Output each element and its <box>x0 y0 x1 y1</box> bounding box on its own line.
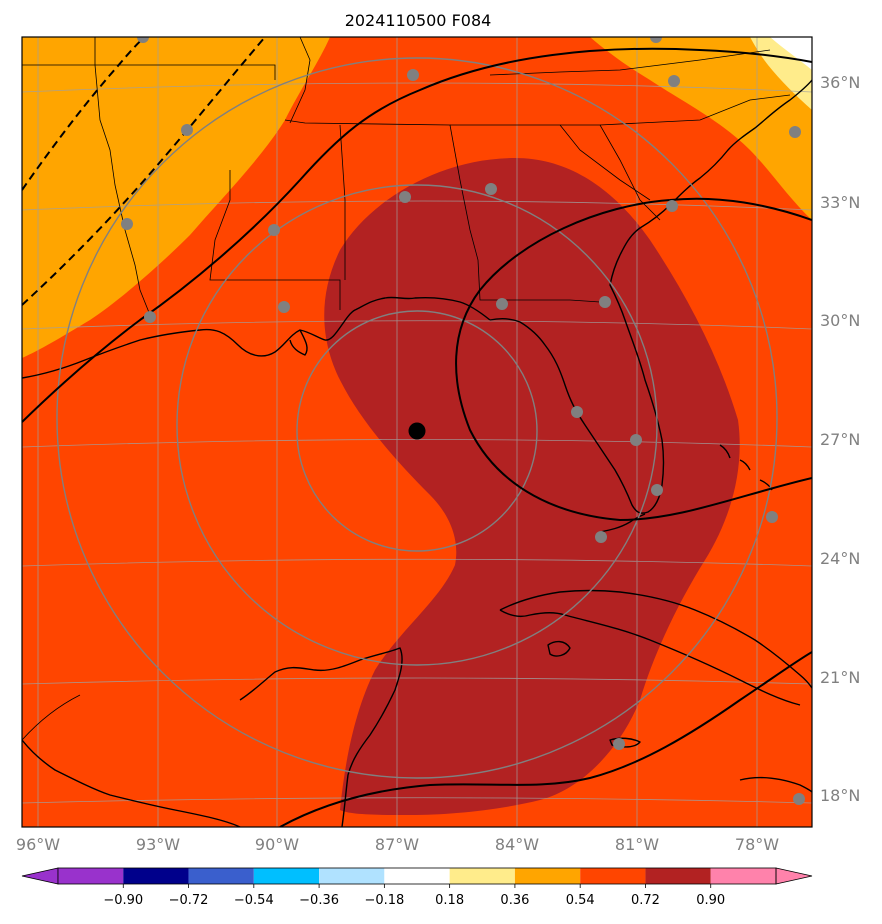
colorbar-segment <box>253 868 320 884</box>
coast-isla-juventud <box>547 640 571 657</box>
colorbar-segment <box>58 868 124 884</box>
state-borders <box>22 37 791 741</box>
station-marker <box>571 406 583 418</box>
lat-label: 36°N <box>820 73 860 92</box>
coast-delta <box>289 329 308 356</box>
plot-title: 2024110500 F084 <box>345 11 492 30</box>
lon-label: 87°W <box>375 835 419 854</box>
lat-label: 24°N <box>820 549 860 568</box>
station-marker <box>121 218 133 230</box>
colorbar-tick-label: 0.90 <box>696 893 725 908</box>
station-marker <box>650 37 662 43</box>
lon-label: 90°W <box>255 835 299 854</box>
lon-label: 96°W <box>16 835 60 854</box>
map-panel <box>22 37 812 827</box>
field-orange-northeast <box>590 37 812 220</box>
coast-mexico-east <box>239 647 403 827</box>
station-marker <box>278 301 290 313</box>
lon-label: 78°W <box>735 835 779 854</box>
coast-keys <box>599 513 646 533</box>
contour-dashed-2 <box>22 37 266 306</box>
station-marker <box>666 200 678 212</box>
colorbar-extend-high <box>775 867 813 885</box>
lon-label: 84°W <box>495 835 539 854</box>
colorbar-tick-label: −0.90 <box>103 893 143 908</box>
coast-atlantic <box>619 79 812 256</box>
longitude-labels: 96°W 93°W 90°W 87°W 84°W 81°W 78°W <box>16 835 779 854</box>
colorbar-segment <box>319 868 385 884</box>
station-marker <box>613 738 625 750</box>
latitude-labels: 36°N 33°N 30°N 27°N 24°N 21°N 18°N <box>820 73 860 805</box>
colorbar-tick-label: −0.72 <box>169 893 209 908</box>
colorbar-tick-label: 0.36 <box>500 893 529 908</box>
station-marker <box>407 69 419 81</box>
colorbar-tick-label: −0.18 <box>364 893 404 908</box>
colorbar-segment <box>514 868 581 884</box>
colorbar-segment <box>449 868 515 884</box>
station-marker <box>630 434 642 446</box>
colorbar-tick-label: 0.18 <box>435 893 464 908</box>
ring-outer <box>56 57 778 779</box>
station-marker <box>651 484 663 496</box>
field-orange-northwest <box>22 37 330 358</box>
contour-solid-south <box>279 651 812 827</box>
colorbar-outline <box>57 867 777 885</box>
station-marker <box>268 224 280 236</box>
lat-label: 18°N <box>820 786 860 805</box>
lat-label: 27°N <box>820 430 860 449</box>
station-marker <box>599 296 611 308</box>
station-marker <box>399 191 411 203</box>
station-marker <box>181 124 193 136</box>
station-marker <box>144 311 156 323</box>
colorbar-segment <box>580 868 646 884</box>
lon-label: 93°W <box>136 835 180 854</box>
station-marker <box>595 531 607 543</box>
colorbar-segment <box>188 868 254 884</box>
ring-middle <box>176 184 658 666</box>
colorbar-tick-label: −0.36 <box>299 893 339 908</box>
lon-label: 81°W <box>615 835 659 854</box>
graticule <box>22 37 812 827</box>
coast-hispaniola <box>739 776 812 793</box>
colorbar-segment <box>710 868 776 884</box>
station-marker <box>668 75 680 87</box>
colorbar-tick-label: −0.54 <box>234 893 274 908</box>
storm-center-marker <box>408 422 426 440</box>
station-marker <box>496 298 508 310</box>
coast-cuba-south <box>499 609 801 706</box>
coast-cuba <box>499 589 812 689</box>
field-darkred-core <box>324 158 740 815</box>
lat-label: 33°N <box>820 193 860 212</box>
station-marker <box>766 511 778 523</box>
coast-florida <box>489 254 665 514</box>
distance-rings <box>56 57 778 779</box>
stations <box>121 37 805 805</box>
lat-label: 21°N <box>820 668 860 687</box>
station-marker <box>793 793 805 805</box>
map-frame <box>21 36 813 828</box>
colorbar-extend-low <box>21 867 59 885</box>
coast-mexico <box>22 739 241 827</box>
colorbar-tick-label: 0.54 <box>566 893 595 908</box>
contours <box>22 37 812 827</box>
coastlines <box>22 79 812 827</box>
colorbar-segment <box>384 868 450 884</box>
station-marker <box>137 37 149 43</box>
contour-solid-northwest <box>22 47 812 423</box>
colorbar-tick-label: 0.72 <box>631 893 660 908</box>
colorbar-segment <box>645 868 711 884</box>
ring-inner <box>296 310 538 552</box>
colorbar: −0.90 −0.72 −0.54 −0.36 −0.18 0.18 0.36 0.54 0.7… <box>21 867 813 908</box>
field-nodata-corner <box>770 37 812 70</box>
contour-loop-florida <box>455 197 812 522</box>
lat-label: 30°N <box>820 311 860 330</box>
station-marker <box>789 126 801 138</box>
station-marker <box>485 183 497 195</box>
colorbar-segment <box>123 868 189 884</box>
